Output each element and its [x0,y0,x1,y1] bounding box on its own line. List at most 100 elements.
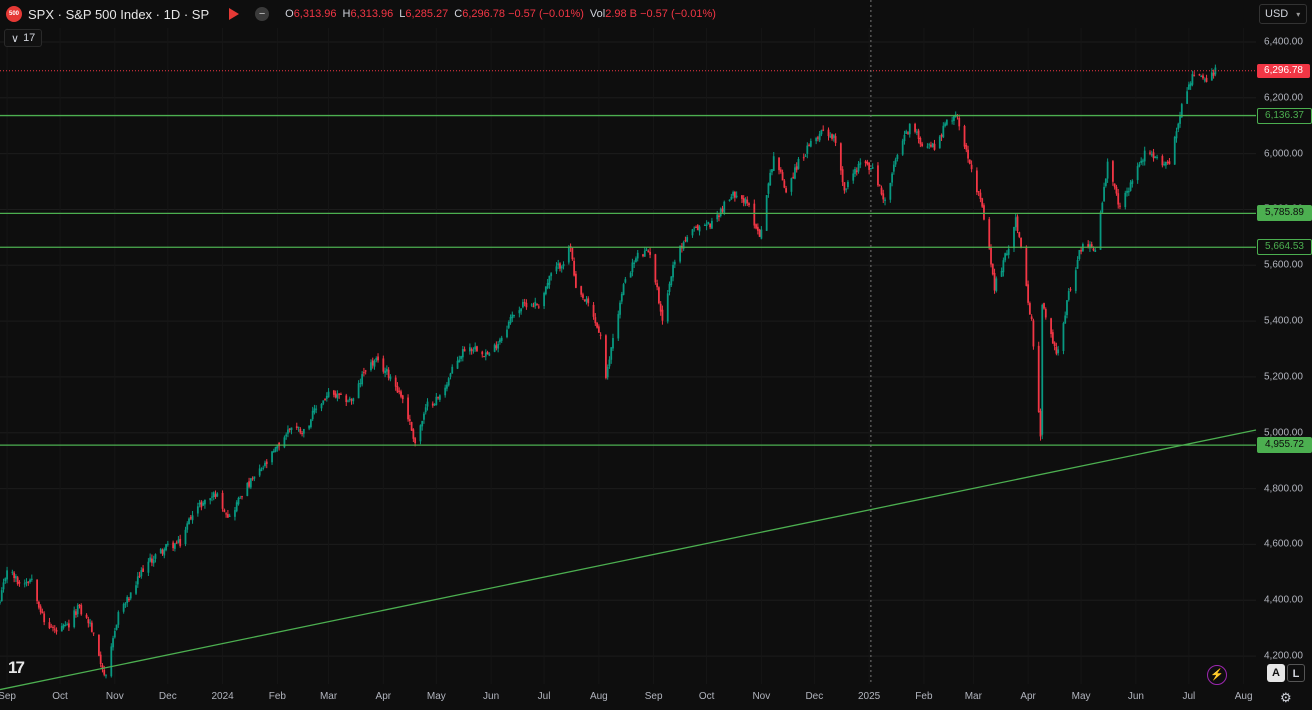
candle [495,341,498,351]
candle [283,435,286,449]
bolt-icon[interactable]: ⚡ [1207,665,1227,685]
candle [493,343,496,353]
candle-body [461,349,464,358]
candle [580,285,583,298]
candle-body [483,356,485,358]
date-tick-label: Nov [105,691,124,702]
candle-body [892,164,895,172]
candle [931,142,934,148]
candle-body [622,284,625,295]
date-tick-label: Jun [1127,691,1144,702]
candle [970,160,973,173]
candle [696,224,699,231]
candle [728,199,731,202]
candle [297,426,300,432]
candle [772,152,775,172]
candle [2,578,5,593]
settings-icon[interactable]: ⚙ [1280,690,1292,705]
log-scale-button[interactable]: L [1287,664,1305,682]
candle-body [1115,186,1118,194]
candle [128,596,130,603]
candle [808,143,810,147]
candle [221,490,224,512]
candle-body [248,481,250,487]
symbol-title[interactable]: SPX · S&P 500 Index · 1D · SP [28,6,210,22]
flag-icon[interactable] [229,8,240,20]
candle [550,272,553,281]
candle-body [396,385,399,393]
candle-body [869,168,872,170]
candle-body [670,276,673,286]
candle [686,235,689,243]
candle-body [135,585,137,594]
candle [423,411,425,424]
candle [592,302,595,320]
candle-body [746,199,749,204]
collapse-icon[interactable]: − [255,7,270,21]
auto-scale-button[interactable]: A [1267,664,1285,682]
candle [1173,135,1176,166]
candle [829,132,832,138]
candle-body [567,246,570,263]
candle-body [435,396,438,406]
candle [1014,212,1017,231]
candle [914,122,916,134]
candle-body [43,613,46,623]
candle-body [55,629,58,632]
candle [357,380,360,399]
candle [407,394,409,422]
candle-body [1069,289,1072,291]
candle [249,477,252,490]
date-tick-label: Jul [1182,691,1196,702]
candle [76,603,79,618]
candle [654,253,657,285]
candle-body [437,397,439,399]
candle-body [226,514,229,518]
candle-body [423,413,425,420]
candle [1166,160,1169,165]
candle [1150,150,1153,157]
date-tick-label: Dec [158,691,177,702]
candle-body [901,140,904,155]
candle-body [262,467,265,469]
candle [444,384,447,398]
indicators-toggle[interactable]: ∨ 17 [4,29,43,47]
candle [938,135,941,149]
ohlc-item: Vol2.98 B −0.57 (−0.01%) [590,8,716,20]
candle-body [336,394,339,399]
candle-body [1020,237,1022,248]
candle-body [431,403,434,406]
candle [129,592,132,601]
candle-body [612,337,614,349]
candle [977,191,980,197]
candle [172,540,175,551]
horizontal-levels[interactable] [0,70,1256,446]
tradingview-logo[interactable]: 17 [8,658,25,677]
candle [1069,287,1072,292]
candle-body [1064,315,1067,324]
candle-body [930,144,932,147]
candle [868,161,871,175]
candle-body [993,273,996,291]
candle-body [882,193,885,200]
trendline[interactable] [0,429,1257,691]
candle-body [523,302,526,304]
candle [905,129,908,135]
candle-body [138,575,141,577]
currency-select[interactable]: USD ▾ [1259,4,1307,24]
candle [991,263,994,276]
candle [52,625,54,632]
candle-body [721,208,724,212]
candle [915,128,918,136]
candle [295,422,298,430]
candle-body [693,227,696,229]
candle-body [1002,260,1005,273]
candle-body [709,223,712,228]
candle [866,159,869,166]
candle-body [179,538,182,546]
candle-body [871,167,874,169]
candle-body [62,624,65,628]
candle [1193,71,1196,77]
candle [0,600,1,605]
